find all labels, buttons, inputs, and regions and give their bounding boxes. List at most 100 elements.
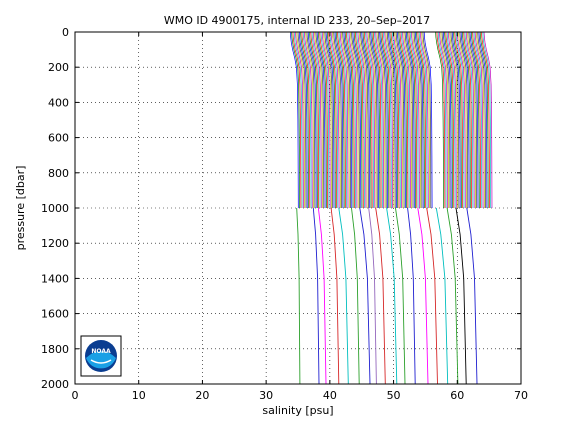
shallow-profile-20 xyxy=(315,31,325,209)
shallow-profile-72 xyxy=(381,31,391,209)
shallow-profile-76 xyxy=(386,31,396,209)
shallow-profile-102 xyxy=(419,31,429,209)
shallow-profile-131 xyxy=(467,31,476,209)
shallow-profile-37 xyxy=(337,31,346,209)
shallow-profile-43 xyxy=(344,31,354,209)
shallow-profile-25 xyxy=(321,31,331,209)
shallow-profile-87 xyxy=(400,31,410,209)
deep-profiles xyxy=(296,207,478,385)
shallow-profile-57 xyxy=(362,31,372,209)
y-tick-label-9: 1800 xyxy=(41,343,69,356)
shallow-profile-75 xyxy=(385,31,395,209)
shallow-profile-61 xyxy=(367,31,377,209)
shallow-profile-100 xyxy=(417,31,427,209)
shallow-profile-104 xyxy=(422,31,432,209)
shallow-profile-13 xyxy=(306,31,316,209)
shallow-profile-93 xyxy=(408,31,418,209)
shallow-profile-70 xyxy=(379,31,388,209)
x-tick-label-6: 60 xyxy=(450,389,464,402)
shallow-profile-106 xyxy=(435,31,444,209)
shallow-profile-115 xyxy=(446,31,456,209)
shallow-profile-90 xyxy=(404,31,414,209)
shallow-profile-63 xyxy=(370,31,379,209)
deep-profile-8 xyxy=(375,207,386,385)
shallow-profile-71 xyxy=(380,31,390,209)
shallow-profile-17 xyxy=(311,31,321,209)
shallow-profile-129 xyxy=(464,31,474,209)
deep-profile-6 xyxy=(359,207,371,385)
shallow-profile-33 xyxy=(332,31,341,209)
shallow-profile-86 xyxy=(399,31,409,209)
logo-text: NOAA xyxy=(91,348,111,355)
shallow-profile-30 xyxy=(328,31,337,209)
shallow-profile-64 xyxy=(371,31,381,209)
shallow-profile-51 xyxy=(354,31,364,209)
deep-profile-0 xyxy=(296,207,301,385)
x-axis-label: salinity [psu] xyxy=(262,404,333,417)
shallow-profile-16 xyxy=(310,31,320,209)
shallow-profile-10 xyxy=(302,31,312,209)
shallow-profile-1 xyxy=(291,31,300,209)
shallow-profile-62 xyxy=(369,31,378,209)
shallow-profile-105 xyxy=(423,31,433,209)
shallow-profile-22 xyxy=(318,31,327,209)
shallow-profile-128 xyxy=(463,31,472,209)
shallow-profile-46 xyxy=(348,31,358,209)
deep-profile-4 xyxy=(338,207,349,385)
shallow-profiles xyxy=(290,31,493,209)
shallow-profile-107 xyxy=(436,31,446,209)
shallow-profile-143 xyxy=(482,31,492,209)
shallow-profile-89 xyxy=(403,31,413,209)
shallow-profile-80 xyxy=(391,31,401,209)
y-axis-label: pressure [dbar] xyxy=(14,166,27,251)
shallow-profile-91 xyxy=(405,31,415,209)
shallow-profile-8 xyxy=(300,31,309,209)
shallow-profile-135 xyxy=(472,31,481,209)
shallow-profile-6 xyxy=(297,31,307,209)
shallow-profile-97 xyxy=(413,31,423,209)
shallow-profile-136 xyxy=(473,31,483,209)
shallow-profile-121 xyxy=(454,31,464,209)
shallow-profile-32 xyxy=(330,31,340,209)
shallow-profile-138 xyxy=(476,31,485,209)
y-axis-ticks: 0 200 400 600 800 1000 1200 1400 1600 1800 2000 xyxy=(41,26,521,391)
shallow-profile-113 xyxy=(444,31,453,209)
shallow-profile-77 xyxy=(388,31,397,209)
y-tick-label-5: 1000 xyxy=(41,202,69,215)
logo-wave-shape xyxy=(86,351,116,369)
shallow-profile-96 xyxy=(412,31,422,209)
shallow-profile-141 xyxy=(479,31,489,209)
x-tick-label-7: 70 xyxy=(514,389,528,402)
shallow-profile-28 xyxy=(325,31,335,209)
shallow-profile-40 xyxy=(340,31,350,209)
deep-profile-5 xyxy=(351,207,360,385)
shallow-profile-3 xyxy=(293,31,303,209)
shallow-profile-36 xyxy=(335,31,345,209)
shallow-profile-4 xyxy=(295,31,304,209)
shallow-profile-98 xyxy=(414,31,424,209)
shallow-profile-120 xyxy=(453,31,462,209)
x-tick-label-2: 20 xyxy=(195,389,209,402)
shallow-profile-94 xyxy=(409,31,419,209)
shallow-profile-85 xyxy=(398,31,407,209)
y-tick-label-7: 1400 xyxy=(41,272,69,285)
shallow-profile-133 xyxy=(469,31,479,209)
x-tick-label-1: 10 xyxy=(132,389,146,402)
shallow-profile-111 xyxy=(441,31,451,209)
shallow-profile-82 xyxy=(394,31,404,209)
shallow-profile-2 xyxy=(292,31,302,209)
shallow-profile-118 xyxy=(450,31,460,209)
shallow-profile-53 xyxy=(357,31,367,209)
shallow-profile-122 xyxy=(455,31,465,209)
shallow-profile-109 xyxy=(439,31,448,209)
deep-profile-14 xyxy=(435,207,449,385)
deep-profile-15 xyxy=(446,207,459,385)
y-tick-label-6: 1200 xyxy=(41,237,69,250)
x-tick-label-4: 40 xyxy=(323,389,337,402)
shallow-profile-125 xyxy=(459,31,469,209)
shallow-profile-59 xyxy=(365,31,374,209)
shallow-profile-66 xyxy=(374,31,383,209)
shallow-profile-73 xyxy=(383,31,392,209)
shallow-profile-11 xyxy=(304,31,313,209)
